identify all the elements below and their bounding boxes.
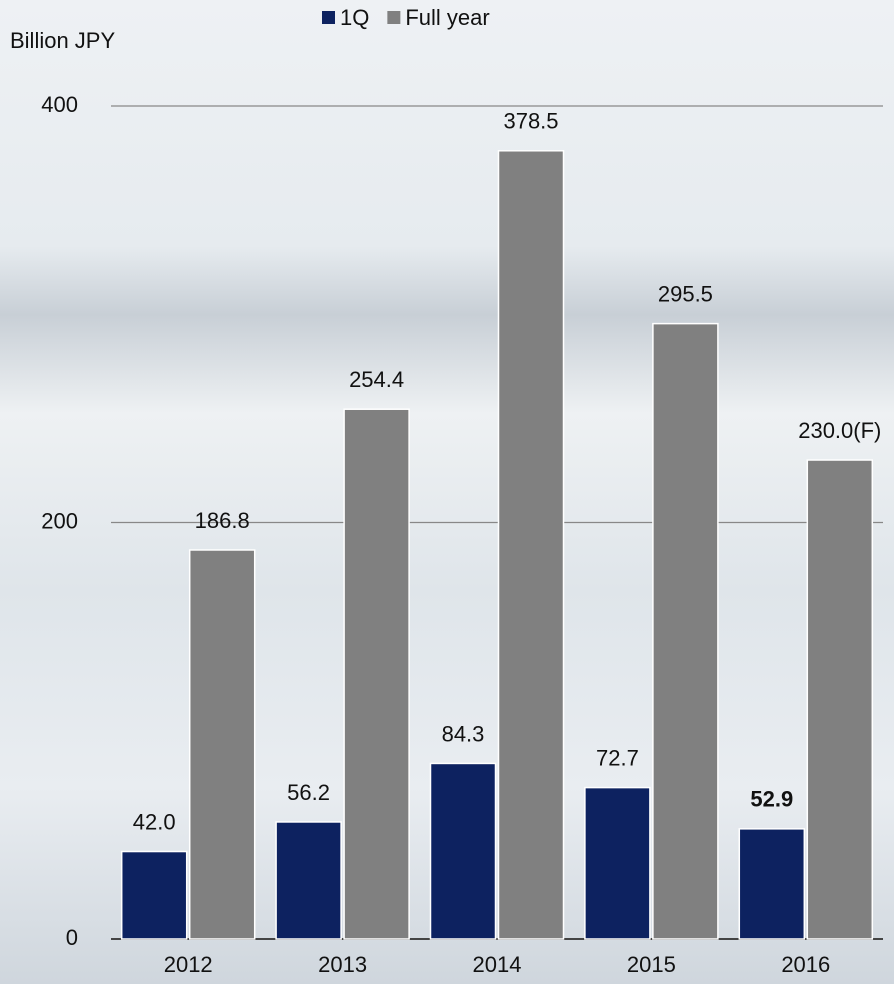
legend-swatch <box>322 11 335 24</box>
value-label: 42.0 <box>133 809 176 834</box>
bar <box>652 322 719 940</box>
bar <box>188 549 256 940</box>
y-tick-label: 0 <box>66 925 78 950</box>
bar <box>343 408 410 940</box>
bar <box>806 459 874 940</box>
value-label: 84.3 <box>442 721 485 746</box>
value-label: 56.2 <box>287 780 330 805</box>
bar <box>275 821 342 940</box>
y-tick-label: 200 <box>41 508 78 533</box>
x-tick-label: 2012 <box>164 952 213 977</box>
value-label: 230.0(F) <box>798 418 881 443</box>
value-label: 186.8 <box>195 508 250 533</box>
value-label: 295.5 <box>658 281 713 306</box>
value-label: 52.9 <box>750 787 793 812</box>
bar <box>120 850 188 940</box>
legend-label: 1Q <box>340 5 369 30</box>
legend-label: Full year <box>405 5 489 30</box>
bar <box>497 150 565 940</box>
x-tick-label: 2016 <box>781 952 830 977</box>
value-label: 254.4 <box>349 367 404 392</box>
bar <box>738 828 806 940</box>
legend-swatch <box>387 11 401 24</box>
x-tick-label: 2013 <box>318 952 367 977</box>
x-tick-label: 2014 <box>473 952 522 977</box>
y-axis-label: Billion JPY <box>10 28 115 53</box>
y-tick-label: 400 <box>41 92 78 117</box>
bar <box>429 762 497 940</box>
value-label: 378.5 <box>503 109 558 134</box>
x-tick-label: 2015 <box>627 952 676 977</box>
bar <box>584 786 651 940</box>
value-label: 72.7 <box>596 745 639 770</box>
